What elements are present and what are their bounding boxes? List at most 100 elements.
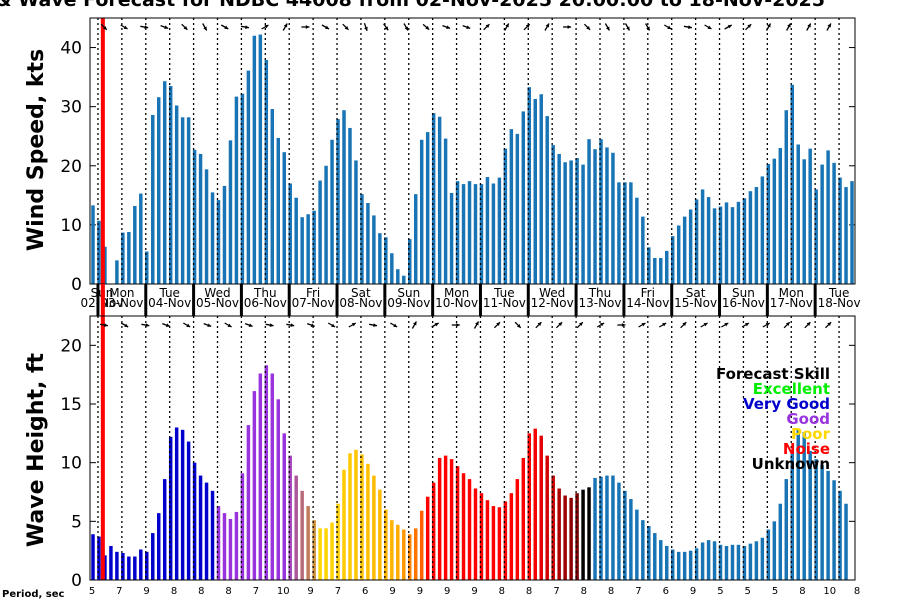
wave-bar xyxy=(826,470,830,580)
wind-direction-arrow xyxy=(363,22,368,32)
period-value: 9 xyxy=(307,586,313,597)
wave-bar xyxy=(736,544,741,580)
wind-bar xyxy=(491,183,496,284)
wave-bar xyxy=(168,436,173,580)
wind-direction-arrow xyxy=(544,23,550,31)
wind-bar xyxy=(778,148,783,284)
wind-direction-arrow xyxy=(765,23,772,31)
wind-bar xyxy=(629,182,633,284)
wave-bar xyxy=(455,466,460,580)
wave-direction-arrow xyxy=(596,322,605,328)
wave-panel: Wave Height, ft 0 5 10 15 20 Forecast Skill … xyxy=(24,315,856,591)
wind-bar xyxy=(121,232,125,284)
wave-bar xyxy=(234,511,239,580)
wind-bar xyxy=(509,129,514,284)
wave-bar xyxy=(324,528,328,580)
wind-direction-arrow xyxy=(261,24,269,30)
wind-bar xyxy=(826,150,830,284)
wind-bar xyxy=(659,257,663,284)
wind-bar xyxy=(360,194,364,284)
wind-bar xyxy=(694,199,699,284)
wave-direction-arrow xyxy=(203,322,212,328)
wind-bar xyxy=(665,250,669,284)
wind-bar xyxy=(539,94,543,284)
wind-bar xyxy=(557,153,561,284)
wind-bar xyxy=(844,187,848,284)
wave-direction-arrow xyxy=(306,322,315,328)
wind-bar xyxy=(294,197,298,284)
period-value: 9 xyxy=(471,586,477,597)
wave-direction-arrow xyxy=(431,322,439,328)
wave-bar xyxy=(342,469,346,580)
wind-bar xyxy=(455,181,460,284)
date-label: 11-Nov xyxy=(483,296,526,310)
wave-bar xyxy=(527,433,532,580)
legend-very-good: Very Good xyxy=(743,395,830,413)
wave-bar xyxy=(246,425,251,580)
wind-direction-arrow xyxy=(583,23,591,31)
wind-bar xyxy=(378,233,382,284)
date-label: 14-Nov xyxy=(626,296,669,310)
wave-bar xyxy=(264,365,269,580)
wave-direction-arrow xyxy=(514,321,522,329)
wind-bar xyxy=(157,97,161,285)
wind-bar xyxy=(533,98,537,284)
wave-bar xyxy=(593,477,597,580)
date-label: 12-Nov xyxy=(531,296,574,310)
wave-bar xyxy=(473,488,478,580)
wave-bar xyxy=(760,537,765,580)
wave-bar xyxy=(659,540,663,580)
day-name-label: Mon xyxy=(779,286,804,300)
wind-day-gridlines xyxy=(97,18,840,284)
wind-bar xyxy=(790,84,794,284)
wave-bar xyxy=(419,510,424,580)
wave-direction-arrow xyxy=(680,321,687,329)
wind-direction-arrow xyxy=(704,24,712,30)
wind-bar xyxy=(599,139,603,284)
wave-bar xyxy=(180,429,185,580)
wind-bar xyxy=(850,181,854,284)
period-value: 6 xyxy=(663,586,669,597)
wave-bars xyxy=(91,365,848,580)
wind-bar xyxy=(336,119,340,284)
wind-direction-arrow xyxy=(301,25,310,29)
wave-bar xyxy=(491,506,496,580)
wind-bar xyxy=(754,187,759,284)
wind-bar xyxy=(700,189,705,284)
wave-bar xyxy=(258,373,263,580)
wind-bar xyxy=(204,169,209,284)
wind-bar xyxy=(527,87,532,284)
wind-bar xyxy=(706,197,711,284)
wind-bar xyxy=(784,110,789,285)
wave-bar xyxy=(539,435,543,580)
wind-bar xyxy=(730,207,735,284)
wave-bar xyxy=(712,541,717,580)
period-values: 5 7 9 8 8 8 7 10 9 7 6 9 9 9 9 8 8 7 8 8 7 6 9 5 5 5 8 10 8 xyxy=(89,586,860,597)
wave-bar xyxy=(216,506,221,580)
wave-bar xyxy=(413,528,418,580)
date-label: 15-Nov xyxy=(674,296,717,310)
wave-direction-arrow xyxy=(244,322,253,328)
wave-bar xyxy=(252,391,257,580)
period-value: 8 xyxy=(854,586,860,597)
wave-bar xyxy=(629,499,633,580)
day-name-label: Sat xyxy=(351,286,371,300)
wind-bar xyxy=(473,184,478,284)
wave-direction-arrow xyxy=(535,321,542,329)
wave-bar xyxy=(360,454,364,580)
wind-bar xyxy=(712,208,717,284)
wave-bar xyxy=(832,480,836,580)
wind-bar xyxy=(437,116,442,284)
wave-direction-arrow xyxy=(286,323,295,327)
date-label: 07-Nov xyxy=(292,296,335,310)
wave-bar xyxy=(151,533,155,580)
wind-bar xyxy=(461,184,466,284)
wind-y-tick-label: 20 xyxy=(60,157,82,177)
wind-bar xyxy=(718,206,723,284)
period-value: 8 xyxy=(198,586,204,597)
wind-bar xyxy=(139,193,143,284)
wave-bar xyxy=(174,427,179,580)
wave-bar xyxy=(509,493,514,580)
period-value: 8 xyxy=(225,586,231,597)
wave-bar xyxy=(635,509,639,580)
